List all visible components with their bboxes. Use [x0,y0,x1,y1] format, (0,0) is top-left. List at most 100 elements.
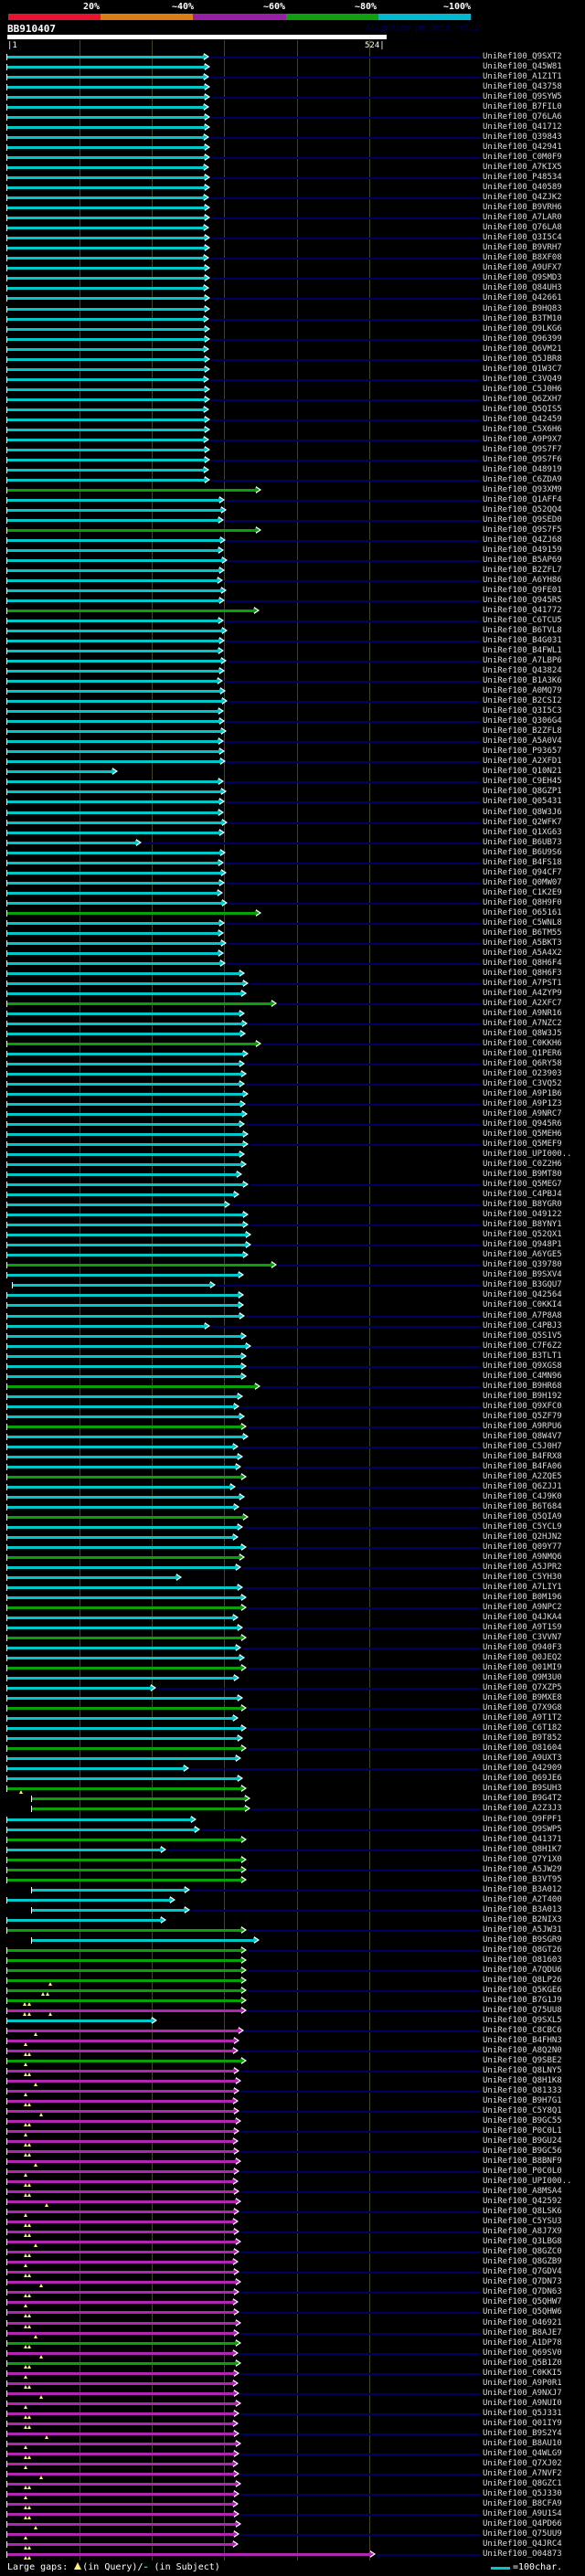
hit-row[interactable]: UniRef100_Q5MEG7 [0,1180,585,1191]
hit-label[interactable]: UniRef100_Q43758 [483,82,562,91]
hit-row[interactable]: UniRef100_A9UFX7 [0,263,585,274]
hit-row[interactable]: UniRef100_Q40589 [0,183,585,194]
hit-label[interactable]: UniRef100_Q1PER6 [483,1049,562,1058]
hit-label[interactable]: UniRef100_A9P1B6 [483,1089,562,1098]
hit-label[interactable]: UniRef100_Q5JBR8 [483,355,562,364]
hit-row[interactable]: UniRef100_Q306G4 [0,716,585,727]
hit-label[interactable]: UniRef100_Q8GZP1 [483,787,562,796]
hit-row[interactable]: UniRef100_Q8GT26 [0,1945,585,1956]
hit-row[interactable]: UniRef100_C1K2E9 [0,888,585,899]
hit-row[interactable]: UniRef100_B6TVL8 [0,626,585,637]
hit-row[interactable]: UniRef100_Q43824 [0,666,585,677]
hit-label[interactable]: UniRef100_B9SUH3 [483,1784,562,1793]
hit-row[interactable]: UniRef100_A9NMQ6 [0,1553,585,1564]
hit-row[interactable]: UniRef100_B3A012 [0,1885,585,1896]
hit-row[interactable]: UniRef100_Q5S1V5 [0,1331,585,1342]
hit-row[interactable]: UniRef100_Q8H1K8 [0,2076,585,2087]
hit-row[interactable]: UniRef100_A2XFC7 [0,999,585,1010]
hit-row[interactable]: UniRef100_A7NZC2 [0,1019,585,1030]
hit-label[interactable]: UniRef100_A5BKT3 [483,938,562,948]
hit-label[interactable]: UniRef100_B9GU24 [483,2136,562,2146]
hit-row[interactable]: UniRef100_B9T852 [0,1733,585,1744]
hit-row[interactable]: UniRef100_Q9SBE2 [0,2056,585,2067]
hit-row[interactable]: UniRef100_B4G031 [0,636,585,647]
hit-label[interactable]: UniRef100_Q9SED0 [483,515,562,525]
hit-label[interactable]: UniRef100_A4ZYP9 [483,989,562,998]
hit-row[interactable]: UniRef100_A9T1T2 [0,1713,585,1724]
hit-label[interactable]: UniRef100_B9VRH6 [483,203,562,212]
hit-row[interactable]: UniRef100_Q9SXL5 [0,2016,585,2027]
hit-label[interactable]: UniRef100_Q76LA6 [483,112,562,122]
hit-label[interactable]: UniRef100_C6TCU5 [483,616,562,625]
hit-row[interactable]: UniRef100_B8AJE7 [0,2328,585,2339]
hit-row[interactable]: UniRef100_B9G4T2 [0,1794,585,1805]
hit-row[interactable]: UniRef100_A2Z3J3 [0,1804,585,1815]
hit-row[interactable]: UniRef100_B6U9S6 [0,848,585,859]
hit-label[interactable]: UniRef100_Q7Y1X0 [483,1855,562,1864]
hit-row[interactable]: UniRef100_B4FA06 [0,1462,585,1473]
hit-row[interactable]: UniRef100_O49159 [0,546,585,557]
hit-label[interactable]: UniRef100_Q9S7F7 [483,445,562,454]
hit-label[interactable]: UniRef100_Q40589 [483,183,562,192]
hit-label[interactable]: UniRef100_Q5KGE6 [483,1986,562,1995]
hit-row[interactable]: UniRef100_Q42941 [0,143,585,154]
hit-row[interactable]: UniRef100_Q940F3 [0,1643,585,1654]
hit-row[interactable]: UniRef100_Q69JE6 [0,1774,585,1785]
hit-row[interactable]: UniRef100_B8YNY1 [0,1220,585,1231]
hit-label[interactable]: UniRef100_Q6ZXH7 [483,395,562,404]
hit-label[interactable]: UniRef100_A9P1Z3 [483,1099,562,1108]
hit-label[interactable]: UniRef100_Q8GZC1 [483,2479,562,2488]
hit-row[interactable]: UniRef100_Q1XG63 [0,828,585,839]
hit-row[interactable]: UniRef100_C0KKI4 [0,1300,585,1311]
hit-row[interactable]: UniRef100_Q7DN63 [0,2287,585,2298]
hit-label[interactable]: UniRef100_B9HQ83 [483,304,562,313]
hit-row[interactable]: UniRef100_C6TCU5 [0,616,585,627]
hit-row[interactable]: UniRef100_Q42592 [0,2197,585,2208]
hit-label[interactable]: UniRef100_A2XFC7 [483,999,562,1008]
hit-row[interactable]: UniRef100_Q42564 [0,1290,585,1301]
hit-row[interactable]: UniRef100_C4MN96 [0,1372,585,1383]
hit-row[interactable]: UniRef100_B9VRH7 [0,243,585,254]
hit-label[interactable]: UniRef100_B3A013 [483,1905,562,1914]
hit-label[interactable]: UniRef100_Q3I5C3 [483,706,562,716]
hit-row[interactable]: UniRef100_Q42661 [0,293,585,304]
hit-row[interactable]: UniRef100_Q75UU9 [0,2529,585,2540]
hit-label[interactable]: UniRef100_A2ZQE5 [483,1472,562,1481]
hit-label[interactable]: UniRef100_P0C0L1 [483,2126,562,2136]
hit-label[interactable]: UniRef100_B8BNF9 [483,2157,562,2166]
hit-label[interactable]: UniRef100_Q1XG63 [483,828,562,837]
hit-label[interactable]: UniRef100_Q41712 [483,122,562,132]
hit-label[interactable]: UniRef100_Q1AFF4 [483,495,562,504]
hit-row[interactable]: UniRef100_Q3I5C3 [0,706,585,717]
hit-label[interactable]: UniRef100_Q42459 [483,415,562,424]
hit-label[interactable]: UniRef100_B9MT80 [483,1170,562,1179]
hit-label[interactable]: UniRef100_Q42564 [483,1290,562,1299]
hit-label[interactable]: UniRef100_C5X6H6 [483,425,562,434]
hit-label[interactable]: UniRef100_B8AJE7 [483,2328,562,2337]
hit-label[interactable]: UniRef100_C5J0H7 [483,1442,562,1451]
hit-row[interactable]: UniRef100_B9VRH6 [0,203,585,214]
hit-row[interactable]: UniRef100_A5A4X2 [0,949,585,959]
hit-label[interactable]: UniRef100_A9NR16 [483,1009,562,1018]
hit-label[interactable]: UniRef100_Q01MI9 [483,1663,562,1672]
hit-label[interactable]: UniRef100_A9P0R1 [483,2379,562,2388]
hit-row[interactable]: UniRef100_UPI000.. [0,1150,585,1161]
hit-row[interactable]: UniRef100_A2ZQE5 [0,1472,585,1483]
hit-label[interactable]: UniRef100_B3TLT1 [483,1352,562,1361]
hit-label[interactable]: UniRef100_O65161 [483,908,562,917]
hit-label[interactable]: UniRef100_A9U1S4 [483,2509,562,2518]
hit-label[interactable]: UniRef100_A7LAR0 [483,213,562,222]
hit-label[interactable]: UniRef100_Q4PD66 [483,2519,562,2528]
hit-label[interactable]: UniRef100_B8YNY1 [483,1220,562,1229]
hit-row[interactable]: UniRef100_A7LBP6 [0,656,585,667]
hit-row[interactable]: UniRef100_A6YH86 [0,576,585,587]
hit-label[interactable]: UniRef100_B3TM10 [483,314,562,323]
hit-row[interactable]: UniRef100_C5J0H7 [0,1442,585,1453]
hit-label[interactable]: UniRef100_C5YH30 [483,1573,562,1582]
hit-row[interactable]: UniRef100_B0M196 [0,1593,585,1604]
hit-label[interactable]: UniRef100_B9SXV4 [483,1270,562,1279]
hit-row[interactable]: UniRef100_Q7DN73 [0,2277,585,2288]
hit-label[interactable]: UniRef100_C0KKI4 [483,1300,562,1309]
hit-row[interactable]: UniRef100_Q42909 [0,1764,585,1775]
hit-label[interactable]: UniRef100_Q8LP26 [483,1976,562,1985]
